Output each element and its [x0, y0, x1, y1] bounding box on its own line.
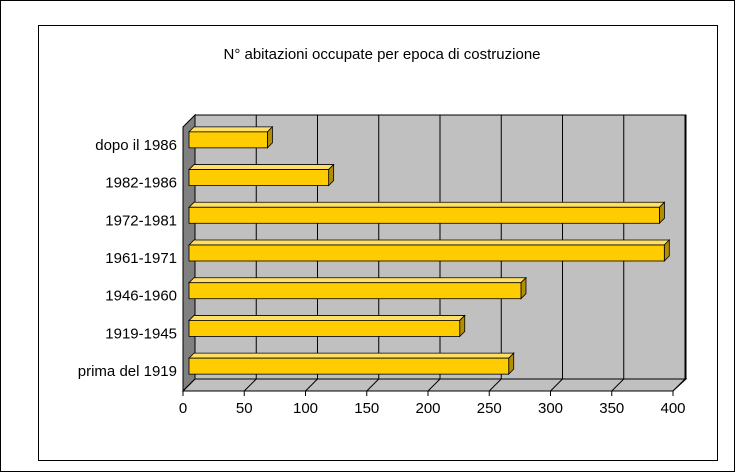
bar-top [188, 315, 466, 321]
bar-top [188, 277, 527, 284]
floor-grid-line [366, 378, 380, 392]
y-tick-label: 1961-1971 [105, 250, 177, 267]
bar [188, 357, 510, 375]
floor-grid-line [243, 378, 257, 392]
bar-top [188, 164, 335, 170]
floor-grid-line [550, 378, 563, 392]
floor-grid-line [182, 378, 196, 392]
floor-grid-line [427, 378, 441, 392]
x-tick-label: 400 [660, 400, 685, 417]
bar-top [188, 126, 274, 133]
y-tick-label: dopo il 1986 [95, 137, 177, 154]
x-tick-label: 50 [236, 400, 253, 417]
y-tick-label: 1972-1981 [105, 212, 177, 229]
x-tick-label: 150 [354, 400, 379, 417]
bar [188, 131, 268, 149]
x-tick-label: 100 [293, 400, 318, 417]
bar [188, 320, 461, 337]
bar [188, 206, 660, 224]
y-tick-label: 1919-1945 [105, 325, 177, 342]
bar-top [188, 352, 515, 359]
y-tick-label: 1946-1960 [105, 288, 177, 305]
y-tick-label: 1982-1986 [105, 175, 177, 192]
bar-top [188, 201, 666, 208]
x-tick-label: 0 [179, 400, 187, 417]
chart-title: N° abitazioni occupate per epoca di cost… [223, 46, 540, 63]
x-tick-label: 350 [599, 400, 624, 417]
y-tick-label: prima del 1919 [78, 363, 177, 380]
floor-grid-line [611, 378, 625, 392]
bar [188, 244, 665, 262]
floor-grid-line [672, 378, 686, 392]
floor-grid-line [488, 378, 502, 392]
bar-top [188, 239, 671, 246]
x-tick-label: 200 [415, 400, 440, 417]
bar [188, 169, 330, 186]
x-tick-label: 250 [477, 400, 502, 417]
bar [188, 282, 522, 300]
floor-grid-line [305, 378, 318, 392]
x-tick-label: 300 [538, 400, 563, 417]
